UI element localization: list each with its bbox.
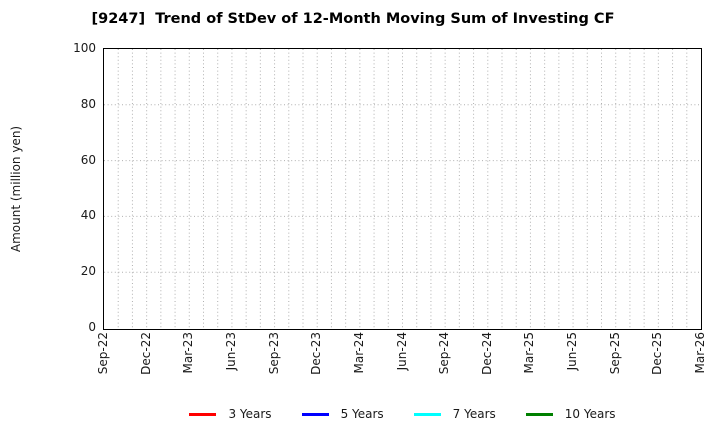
x-tick-label: Dec-24 (479, 332, 494, 375)
legend-line-swatch (189, 412, 217, 416)
x-tick-label: Mar-24 (351, 332, 366, 374)
x-tick-label: Dec-23 (309, 332, 324, 375)
x-tick-label: Jun-23 (223, 332, 238, 371)
plot-area (103, 48, 702, 330)
legend-label: 10 Years (564, 407, 616, 421)
y-tick-label: 40 (80, 208, 96, 223)
x-tick-label: Dec-25 (650, 332, 665, 375)
x-tick-label: Sep-23 (266, 332, 281, 375)
legend-label: 3 Years (228, 407, 272, 421)
legend: 3 Years 5 Years 7 Years 10 Years (103, 405, 702, 423)
legend-item: 5 Years (301, 407, 384, 421)
x-tick-label: Jun-25 (565, 332, 580, 371)
y-tick-label: 0 (88, 320, 96, 334)
x-tick-label: Mar-23 (181, 332, 196, 374)
x-tick-label: Dec-22 (138, 332, 153, 375)
x-tick-label: Mar-25 (522, 332, 537, 374)
legend-label: 5 Years (340, 407, 384, 421)
chart-title: [9247] Trend of StDev of 12-Month Moving… (91, 11, 615, 27)
x-tick-label: Sep-22 (96, 332, 110, 375)
x-tick-label: Jun-24 (394, 332, 409, 371)
y-axis-label: Amount (million yen) (9, 125, 23, 253)
legend-item: 7 Years (413, 407, 496, 421)
y-tick-label: 20 (80, 264, 96, 279)
legend-line-swatch (525, 412, 553, 416)
y-tick-label: 80 (80, 96, 96, 111)
gridlines (104, 49, 701, 328)
x-tick-label: Sep-25 (607, 332, 622, 375)
legend-line-swatch (413, 412, 441, 416)
legend-item: 10 Years (525, 407, 616, 421)
x-tick-label: Mar-26 (693, 332, 707, 374)
y-tick-label: 60 (80, 152, 96, 167)
y-tick-label: 100 (73, 41, 96, 55)
x-tick-label: Sep-24 (437, 332, 452, 375)
legend-item: 3 Years (189, 407, 272, 421)
legend-line-swatch (301, 412, 329, 416)
legend-label: 7 Years (452, 407, 496, 421)
